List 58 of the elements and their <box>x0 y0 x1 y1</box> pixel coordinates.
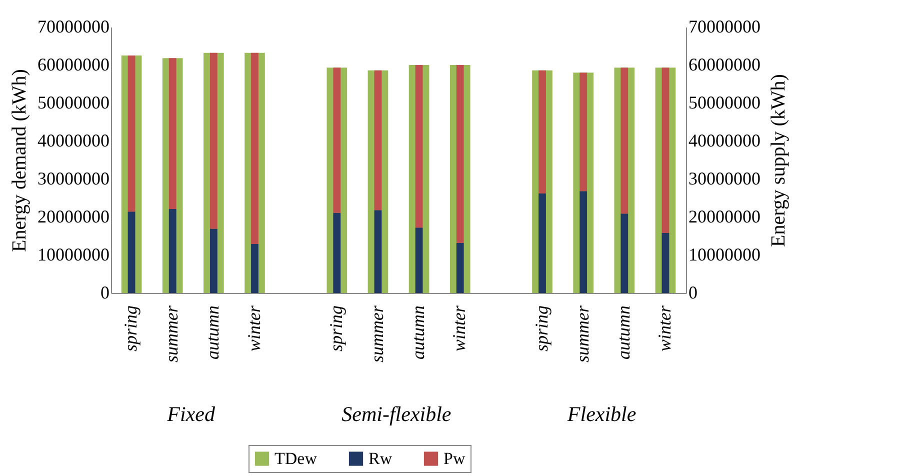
y2-tick-label: 70000000 <box>688 16 760 36</box>
bar <box>620 214 628 293</box>
bar <box>662 232 670 293</box>
legend-label: Pw <box>444 448 466 468</box>
x-tick-label: spring <box>531 306 552 352</box>
y2-tick-label: 50000000 <box>688 92 760 112</box>
bar <box>128 212 136 293</box>
y-tick-label: 10000000 <box>38 244 110 264</box>
bar <box>620 68 628 214</box>
y2-tick-label: 30000000 <box>688 168 760 188</box>
x-tick-label: spring <box>326 306 346 352</box>
bar <box>168 209 176 293</box>
x-tick-label: summer <box>162 304 182 362</box>
x-tick-label: summer <box>572 304 592 362</box>
bar <box>456 242 464 293</box>
legend-label: TDew <box>274 448 318 468</box>
y-tick-label: 30000000 <box>38 168 110 188</box>
text: Semi-flexible <box>342 402 452 426</box>
x-tick-label: winter <box>244 304 264 352</box>
bar <box>128 56 136 212</box>
x-tick-label: winter <box>449 304 470 352</box>
text: Flexible <box>566 402 636 426</box>
y-tick-label: 20000000 <box>38 206 110 226</box>
y-tick-label: 60000000 <box>38 54 110 74</box>
y-tick-label: 40000000 <box>38 130 110 150</box>
bar <box>210 228 218 293</box>
bar <box>580 191 588 293</box>
bar <box>333 68 341 213</box>
bar <box>333 212 341 293</box>
bar <box>374 70 382 210</box>
y2-axis-title: Energy supply (kWh) <box>768 74 790 247</box>
text: Fixed <box>166 402 216 426</box>
y-axis-title: Energy demand (kWh) <box>8 69 30 252</box>
bar <box>251 244 258 293</box>
x-tick-label: autumn <box>613 306 634 360</box>
bar <box>168 58 176 210</box>
bar <box>580 72 588 192</box>
bar <box>374 210 382 293</box>
y2-tick-label: 20000000 <box>688 206 760 226</box>
x-tick-label: spring <box>120 306 141 352</box>
x-tick-label: autumn <box>408 306 428 360</box>
bar <box>662 68 670 233</box>
bar <box>415 228 423 293</box>
bar <box>415 65 423 228</box>
x-tick-label: winter <box>654 304 674 352</box>
bar <box>538 70 546 194</box>
bar <box>210 52 218 229</box>
y2-tick-label: 60000000 <box>688 54 760 74</box>
y2-tick-label: 40000000 <box>688 130 760 150</box>
y-tick-label: 0 <box>100 282 110 302</box>
y-tick-label: 50000000 <box>38 92 110 112</box>
x-tick-label: autumn <box>202 306 223 360</box>
y2-tick-label: 0 <box>688 282 698 302</box>
bar <box>538 193 546 293</box>
x-tick-label: summer <box>366 304 387 362</box>
y-tick-label: 70000000 <box>38 16 110 36</box>
legend-label: Rw <box>368 448 393 468</box>
y2-tick-label: 10000000 <box>688 244 760 264</box>
